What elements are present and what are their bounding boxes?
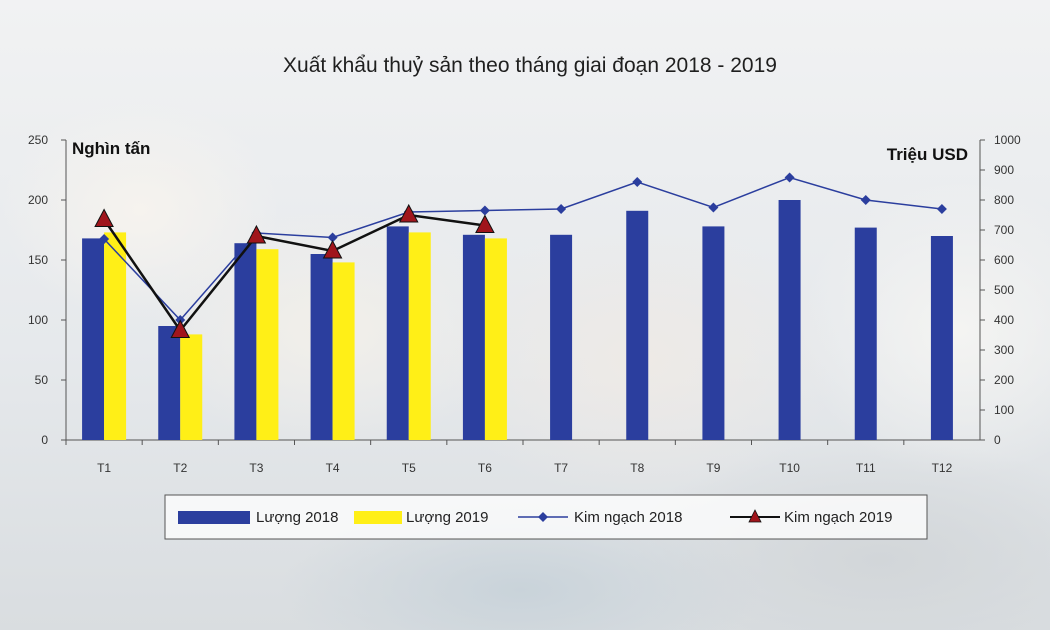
- right-tick-label: 800: [994, 193, 1014, 207]
- point-kim-ngach-2019: [170, 319, 191, 338]
- bar-luong-2018: [702, 226, 725, 440]
- x-tick-label: T9: [706, 461, 720, 475]
- point-kim-ngach-2018: [556, 204, 567, 214]
- right-tick-label: 600: [994, 253, 1014, 267]
- point-kim-ngach-2019: [322, 239, 343, 259]
- legend: Lượng 2018 Lượng 2019 Kim ngạch 2018 Kim…: [164, 494, 928, 540]
- point-kim-ngach-2018: [99, 234, 110, 244]
- legend-label-kim-ngach-2018: Kim ngạch 2018: [574, 509, 682, 526]
- left-tick-label: 0: [41, 433, 48, 447]
- bar-luong-2018: [462, 234, 485, 440]
- bar-luong-2018: [854, 227, 877, 440]
- point-kim-ngach-2019: [246, 224, 267, 244]
- bar-luong-2018: [158, 326, 181, 440]
- right-tick-label: 0: [994, 433, 1001, 447]
- x-tick-label: T8: [630, 461, 644, 475]
- x-tick-label: T11: [856, 461, 876, 475]
- bar-luong-2018: [82, 238, 105, 440]
- right-tick-label: 700: [994, 223, 1014, 237]
- right-tick-label: 200: [994, 373, 1014, 387]
- point-kim-ngach-2019: [398, 203, 419, 223]
- right-tick-label: 100: [994, 403, 1014, 417]
- right-tick-label: 900: [994, 163, 1014, 177]
- lines: [94, 172, 947, 338]
- axes: 0 50 100 150 200 250 0 100 200 300 400 500 600 700 800…: [28, 133, 1021, 475]
- x-tick-label: T6: [478, 461, 492, 475]
- x-tick-label: T5: [402, 461, 416, 475]
- bar-luong-2018: [550, 234, 573, 440]
- chart-title: Xuất khẩu thuỷ sản theo tháng giai đoạn …: [283, 54, 777, 77]
- left-tick-label: 100: [28, 313, 48, 327]
- point-kim-ngach-2018: [708, 202, 719, 213]
- bar-luong-2019: [256, 249, 279, 440]
- line-kim-ngach-2018: [103, 176, 943, 322]
- legend-swatch-luong-2019: [354, 511, 402, 524]
- x-tick-label: T3: [249, 461, 263, 475]
- bar-luong-2018: [626, 210, 649, 440]
- x-tick-label: T10: [779, 461, 800, 475]
- point-kim-ngach-2018: [860, 195, 871, 205]
- bar-luong-2019: [332, 262, 355, 440]
- point-kim-ngach-2018: [784, 172, 795, 183]
- legend-label-kim-ngach-2019: Kim ngạch 2019: [784, 509, 892, 526]
- bars: [82, 200, 953, 440]
- right-tick-label: 400: [994, 313, 1014, 327]
- line-kim-ngach-2019: [103, 213, 486, 333]
- right-tick-label: 300: [994, 343, 1014, 357]
- right-tick-label: 1000: [994, 133, 1021, 147]
- point-kim-ngach-2018: [632, 177, 643, 187]
- bar-luong-2019: [484, 238, 507, 440]
- right-axis-unit: Triệu USD: [887, 145, 968, 164]
- legend-label-luong-2019: Lượng 2019: [406, 509, 488, 526]
- point-kim-ngach-2018: [327, 232, 338, 243]
- left-tick-label: 250: [28, 133, 48, 147]
- bar-luong-2018: [778, 200, 801, 440]
- left-axis-unit: Nghìn tấn: [72, 139, 150, 158]
- x-tick-label: T1: [97, 461, 111, 475]
- x-tick-label: T2: [173, 461, 187, 475]
- right-tick-label: 500: [994, 283, 1014, 297]
- point-kim-ngach-2018: [936, 204, 947, 214]
- bar-luong-2019: [408, 232, 431, 440]
- bar-luong-2019: [104, 232, 127, 440]
- bar-luong-2018: [386, 226, 409, 440]
- point-kim-ngach-2018: [479, 205, 490, 216]
- x-tick-label: T4: [326, 461, 340, 475]
- left-tick-label: 150: [28, 253, 48, 267]
- bar-luong-2018: [234, 243, 257, 440]
- bar-luong-2018: [930, 236, 953, 440]
- bar-luong-2019: [180, 334, 203, 440]
- legend-swatch-luong-2018: [178, 511, 250, 524]
- left-tick-label: 200: [28, 193, 48, 207]
- point-kim-ngach-2019: [94, 208, 114, 227]
- x-tick-label: T7: [554, 461, 568, 475]
- legend-diamond-marker-icon: [538, 512, 548, 522]
- left-tick-label: 50: [35, 373, 49, 387]
- bar-luong-2018: [310, 254, 333, 440]
- x-tick-label: T12: [932, 461, 953, 475]
- legend-triangle-marker-icon: [748, 509, 762, 523]
- legend-label-luong-2018: Lượng 2018: [256, 509, 338, 526]
- point-kim-ngach-2019: [475, 214, 495, 233]
